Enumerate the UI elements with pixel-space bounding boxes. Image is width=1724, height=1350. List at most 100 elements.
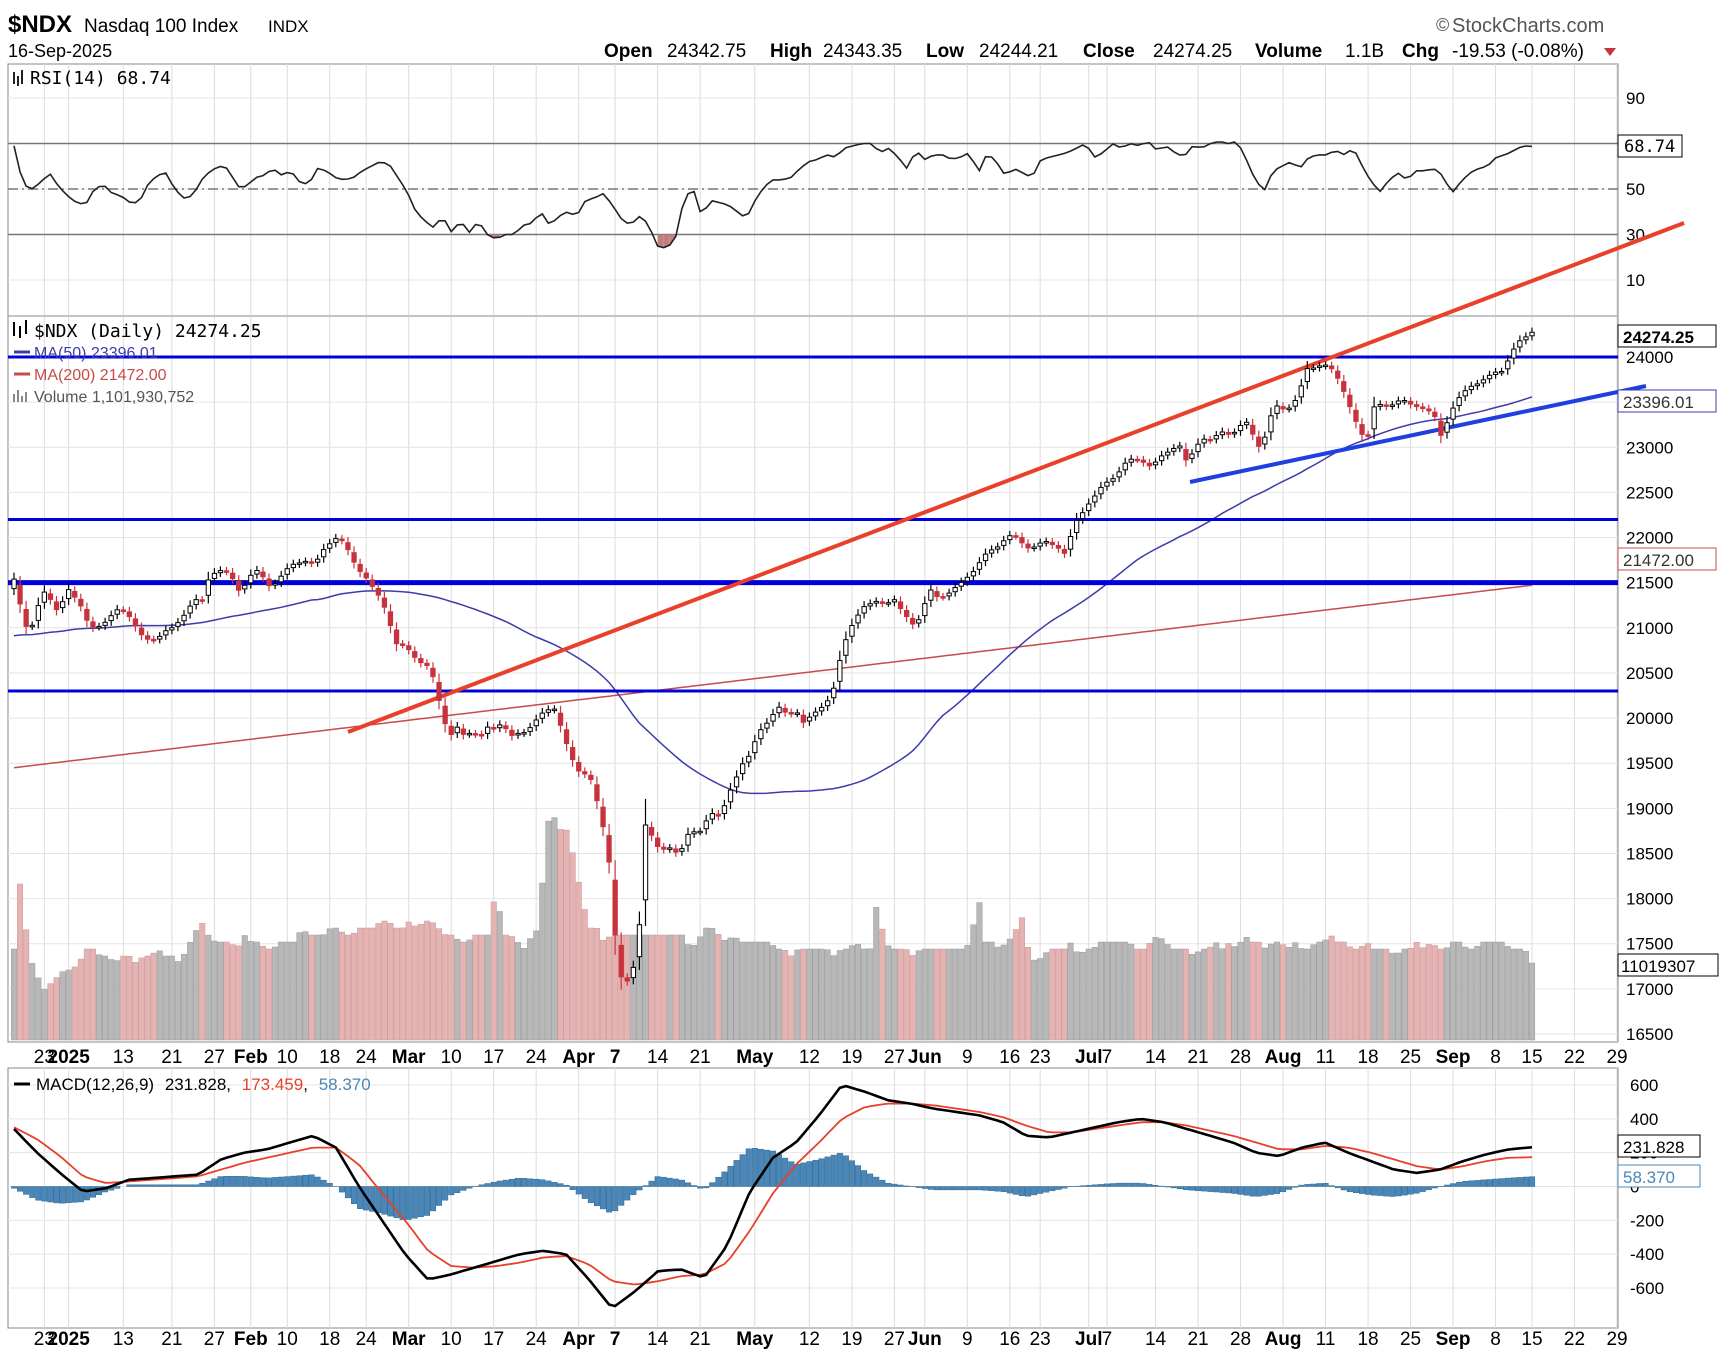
histogram-bar <box>429 1186 436 1212</box>
volume-bar <box>490 901 497 1041</box>
price-axis-tags: 24274.25 23396.01 21472.00 11019307 <box>1617 324 1719 977</box>
macd-panel-frame <box>7 1067 1619 1329</box>
candle-body <box>430 667 436 678</box>
volume-bar <box>600 939 607 1041</box>
candle-body <box>478 734 485 737</box>
histogram-bar <box>423 1186 430 1216</box>
histogram-bar <box>1462 1181 1469 1187</box>
candle-body <box>1195 443 1201 453</box>
volume-bar <box>551 817 558 1041</box>
histogram-bar <box>114 1186 121 1189</box>
date-tick-label: 8 <box>1490 1047 1501 1068</box>
histogram-bar <box>132 1184 139 1187</box>
date-tick-label: Aug <box>1265 1047 1302 1068</box>
histogram-bar <box>1043 1186 1050 1193</box>
candle-body <box>618 944 624 978</box>
volume-bar <box>1243 937 1250 1041</box>
volume-bar <box>405 921 412 1041</box>
rsi-overbought-oversold-fills <box>487 141 1223 248</box>
histogram-bar <box>551 1182 558 1187</box>
volume-bar <box>314 934 321 1041</box>
candle-body <box>673 848 679 853</box>
histogram-bar <box>514 1178 521 1187</box>
volume-bar <box>885 945 892 1041</box>
volume-bar <box>1103 941 1110 1041</box>
candle-body <box>1432 411 1438 418</box>
candle-body <box>351 552 357 563</box>
volume-bar <box>1504 946 1511 1041</box>
rsi-y-axis-ticks: 9070503010 <box>1626 89 1645 290</box>
ohlc-readout: Open 24342.75 High 24343.35 Low 24244.21… <box>604 41 1584 62</box>
histogram-bar <box>411 1186 418 1219</box>
volume-bar <box>915 950 922 1041</box>
histogram-bar <box>1012 1186 1019 1195</box>
histogram-bar <box>867 1173 874 1187</box>
histogram-bar <box>927 1186 934 1190</box>
candle-body <box>1268 415 1274 433</box>
volume-bar <box>1091 947 1098 1041</box>
histogram-bar <box>41 1186 48 1202</box>
candle-body <box>752 741 758 754</box>
histogram-bar <box>660 1176 667 1187</box>
candle-body <box>861 606 867 614</box>
candle-body <box>132 618 139 627</box>
volume-bar <box>174 961 181 1041</box>
histogram-bar <box>575 1186 582 1195</box>
volume-bar <box>861 948 868 1041</box>
histogram-bar <box>174 1184 181 1187</box>
candle-body <box>1007 535 1013 541</box>
volume-bar <box>782 950 789 1041</box>
upper-trendline <box>347 221 1685 734</box>
volume-bar <box>946 948 953 1041</box>
volume-bar <box>211 940 218 1041</box>
volume-bar <box>721 939 728 1041</box>
volume-bar <box>1273 941 1280 1041</box>
volume-bar <box>217 941 224 1041</box>
candle-body <box>964 576 971 582</box>
histogram-bar <box>229 1176 236 1187</box>
candle-body <box>47 593 54 600</box>
candle-body <box>242 584 248 590</box>
histogram-bar <box>842 1155 849 1187</box>
date-tick-label: 24 <box>526 1329 548 1350</box>
histogram-bar <box>417 1186 424 1218</box>
date-tick-label: Jul <box>1075 1047 1102 1068</box>
volume-bar <box>1213 942 1220 1041</box>
histogram-bar <box>976 1186 983 1191</box>
candle-body <box>442 705 448 725</box>
volume-bar <box>982 941 989 1041</box>
candle-body <box>248 574 254 584</box>
candle-body <box>1310 367 1317 370</box>
histogram-bar <box>1110 1183 1117 1187</box>
volume-bar <box>1468 948 1475 1041</box>
volume-bar <box>108 959 115 1041</box>
date-tick-label: Feb <box>234 1329 268 1350</box>
candle-body <box>970 571 977 577</box>
volume-bar <box>223 941 230 1041</box>
candle-body <box>199 599 205 602</box>
candle-body <box>691 831 697 835</box>
volume-bar <box>1395 952 1402 1041</box>
volume-bar <box>1529 962 1536 1041</box>
histogram-bar <box>1365 1186 1372 1195</box>
histogram-bar <box>1346 1186 1353 1193</box>
date-tick-label: May <box>736 1329 773 1350</box>
histogram-bar <box>1201 1186 1208 1192</box>
candle-body <box>655 837 661 847</box>
volume-bar <box>326 928 333 1041</box>
date-tick-label: 7 <box>610 1329 621 1350</box>
histogram-bar <box>344 1186 351 1199</box>
histogram-bar <box>697 1186 704 1189</box>
volume-bar <box>1225 943 1232 1041</box>
volume-bar <box>1207 946 1214 1041</box>
candle-body <box>96 625 102 629</box>
candle-body <box>612 879 618 936</box>
candle-body <box>157 635 163 640</box>
volume-bar <box>162 955 169 1041</box>
volume-bar <box>521 948 528 1041</box>
candle-body <box>922 603 928 617</box>
histogram-bar <box>933 1186 940 1191</box>
volume-bar <box>1292 942 1299 1041</box>
volume-bar <box>417 923 424 1041</box>
